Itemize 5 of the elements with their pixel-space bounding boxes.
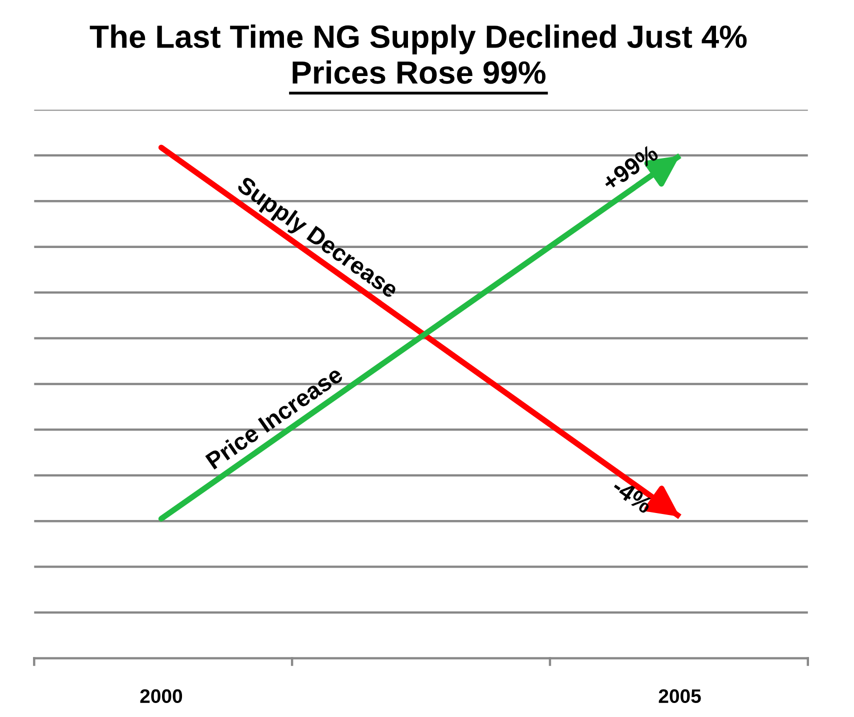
chart-title: The Last Time NG Supply Declined Just 4% — [90, 24, 747, 54]
x-tick-label: 2005 — [658, 689, 701, 704]
chart-subtitle: Prices Rose 99% — [292, 60, 546, 84]
x-tick-label: 2000 — [140, 689, 182, 704]
annotation: -4% — [611, 477, 654, 514]
